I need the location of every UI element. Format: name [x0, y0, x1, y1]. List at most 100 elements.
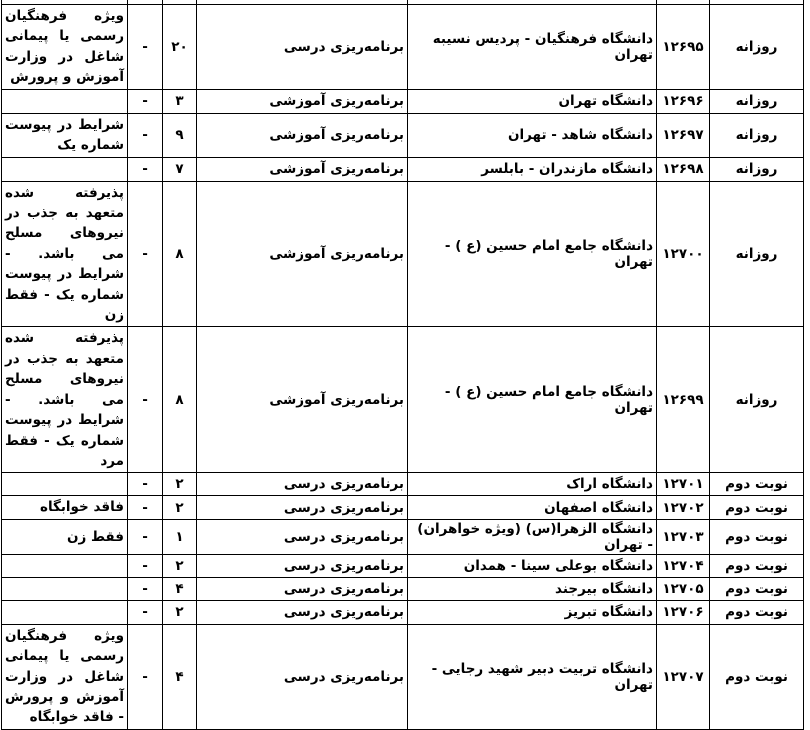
cell-notes: فقط زن	[1, 518, 128, 555]
cell-dash: -	[127, 553, 163, 578]
cell-course-type: روزانه	[709, 112, 804, 158]
cell-university: دانشگاه بیرجند	[407, 576, 657, 601]
cell-course-type: نوبت دوم	[709, 472, 804, 497]
cell-code: ۱۲۷۰۱	[656, 472, 710, 497]
cell-dash: -	[127, 576, 163, 601]
cell-university: دانشگاه فرهنگیان - پردیس نسیبه تهران	[407, 4, 657, 90]
cell-course-type: روزانه	[709, 326, 804, 474]
cell-university: دانشگاه تبریز	[407, 599, 657, 625]
cell-capacity: ۲	[162, 599, 197, 625]
cell-code: ۱۲۷۰۳	[656, 518, 710, 555]
cell-notes: شرایط در پیوست شماره یک	[1, 112, 128, 158]
cell-capacity: ۲۰	[162, 4, 197, 90]
table-row: نوبت دوم ۱۲۷۰۷ دانشگاه تربیت دبیر شهید رجا…	[1, 623, 804, 730]
cell-capacity: ۳	[162, 88, 197, 114]
table-row: نوبت دوم ۱۲۷۰۵ دانشگاه بیرجند برنامه‌ریزی د…	[1, 576, 804, 601]
table-row: نوبت دوم ۱۲۷۰۶ دانشگاه تبریز برنامه‌ریزی در…	[1, 599, 804, 625]
cell-course-type: نوبت دوم	[709, 518, 804, 555]
table-row: نوبت دوم ۱۲۷۰۱ دانشگاه اراک برنامه‌ریزی درس…	[1, 472, 804, 497]
table-row: نوبت دوم ۱۲۷۰۲ دانشگاه اصفهان برنامه‌ریزی د…	[1, 495, 804, 520]
table-row: روزانه ۱۲۶۹۹ دانشگاه جامع امام حسین (ع ) -…	[1, 326, 804, 474]
cell-dash: -	[127, 180, 163, 328]
cell-notes	[1, 599, 128, 625]
cell-code: ۱۲۷۰۲	[656, 495, 710, 520]
cell-dash: -	[127, 599, 163, 625]
cell-university: دانشگاه بوعلی سینا - همدان	[407, 553, 657, 578]
cell-program: برنامه‌ریزی درسی	[196, 518, 408, 555]
table-row: روزانه ۱۲۶۹۶ دانشگاه تهران برنامه‌ریزی آموز…	[1, 88, 804, 114]
cell-program: برنامه‌ریزی درسی	[196, 553, 408, 578]
cell-code: ۱۲۷۰۰	[656, 180, 710, 328]
cell-dash: -	[127, 88, 163, 114]
cell-program: برنامه‌ریزی آموزشی	[196, 112, 408, 158]
cell-course-type: نوبت دوم	[709, 495, 804, 520]
table-row: نوبت دوم ۱۲۷۰۳ دانشگاه الزهرا(س) (ویژه خوا…	[1, 518, 804, 555]
cell-code: ۱۲۶۹۵	[656, 4, 710, 90]
cell-university: دانشگاه جامع امام حسین (ع ) - تهران	[407, 326, 657, 474]
cell-course-type: نوبت دوم	[709, 623, 804, 730]
cell-code: ۱۲۷۰۶	[656, 599, 710, 625]
cell-code: ۱۲۷۰۷	[656, 623, 710, 730]
cell-university: دانشگاه الزهرا(س) (ویژه خواهران) - تهران	[407, 518, 657, 555]
cell-code: ۱۲۶۹۷	[656, 112, 710, 158]
cell-notes: پذیرفته شده متعهد به جذب در نیروهای مسلح…	[1, 180, 128, 328]
cell-course-type: روزانه	[709, 156, 804, 182]
cell-capacity: ۴	[162, 576, 197, 601]
cell-university: دانشگاه اصفهان	[407, 495, 657, 520]
table-row: روزانه ۱۲۷۰۰ دانشگاه جامع امام حسین (ع ) -…	[1, 180, 804, 328]
cell-course-type: روزانه	[709, 88, 804, 114]
cell-dash: -	[127, 518, 163, 555]
cell-notes	[1, 472, 128, 497]
cell-program: برنامه‌ریزی درسی	[196, 623, 408, 730]
cell-code: ۱۲۷۰۵	[656, 576, 710, 601]
table-row: روزانه ۱۲۶۹۷ دانشگاه شاهد - تهران برنامه‌ری…	[1, 112, 804, 158]
cell-dash: -	[127, 326, 163, 474]
cell-course-type: نوبت دوم	[709, 599, 804, 625]
cell-dash: -	[127, 112, 163, 158]
cell-dash: -	[127, 4, 163, 90]
cell-course-type: نوبت دوم	[709, 576, 804, 601]
cell-university: دانشگاه تهران	[407, 88, 657, 114]
cell-program: برنامه‌ریزی درسی	[196, 4, 408, 90]
cell-notes: ویژه فرهنگیان رسمی یا پیمانی شاغل در وزا…	[1, 4, 128, 90]
cell-capacity: ۲	[162, 553, 197, 578]
cell-program: برنامه‌ریزی آموزشی	[196, 88, 408, 114]
cell-dash: -	[127, 495, 163, 520]
cell-notes: فاقد خوابگاه	[1, 495, 128, 520]
cell-capacity: ۷	[162, 156, 197, 182]
cell-capacity: ۱	[162, 518, 197, 555]
cell-university: دانشگاه مازندران - بابلسر	[407, 156, 657, 182]
cell-program: برنامه‌ریزی درسی	[196, 599, 408, 625]
cell-dash: -	[127, 156, 163, 182]
cell-capacity: ۸	[162, 180, 197, 328]
cell-program: برنامه‌ریزی آموزشی	[196, 156, 408, 182]
cell-capacity: ۹	[162, 112, 197, 158]
cell-program: برنامه‌ریزی آموزشی	[196, 180, 408, 328]
cell-program: برنامه‌ریزی آموزشی	[196, 326, 408, 474]
table-row: نوبت دوم ۱۲۷۰۴ دانشگاه بوعلی سینا - همدان ب…	[1, 553, 804, 578]
cell-capacity: ۴	[162, 623, 197, 730]
cell-capacity: ۲	[162, 472, 197, 497]
table-row: روزانه ۱۲۶۹۵ دانشگاه فرهنگیان - پردیس نسیب…	[1, 4, 804, 90]
cell-program: برنامه‌ریزی درسی	[196, 472, 408, 497]
table-row: روزانه ۱۲۶۹۸ دانشگاه مازندران - بابلسر برنا…	[1, 156, 804, 182]
cell-notes	[1, 88, 128, 114]
cell-course-type: نوبت دوم	[709, 553, 804, 578]
cell-code: ۱۲۷۰۴	[656, 553, 710, 578]
cell-university: دانشگاه تربیت دبیر شهید رجایی - تهران	[407, 623, 657, 730]
cell-dash: -	[127, 623, 163, 730]
cell-notes	[1, 576, 128, 601]
cell-dash: -	[127, 472, 163, 497]
cell-course-type: روزانه	[709, 4, 804, 90]
cell-university: دانشگاه شاهد - تهران	[407, 112, 657, 158]
cell-capacity: ۲	[162, 495, 197, 520]
cell-code: ۱۲۶۹۸	[656, 156, 710, 182]
cell-course-type: روزانه	[709, 180, 804, 328]
cell-notes: ویژه فرهنگیان رسمی یا پیمانی شاغل در وزا…	[1, 623, 128, 730]
cell-code: ۱۲۶۹۹	[656, 326, 710, 474]
cell-notes	[1, 156, 128, 182]
cell-code: ۱۲۶۹۶	[656, 88, 710, 114]
